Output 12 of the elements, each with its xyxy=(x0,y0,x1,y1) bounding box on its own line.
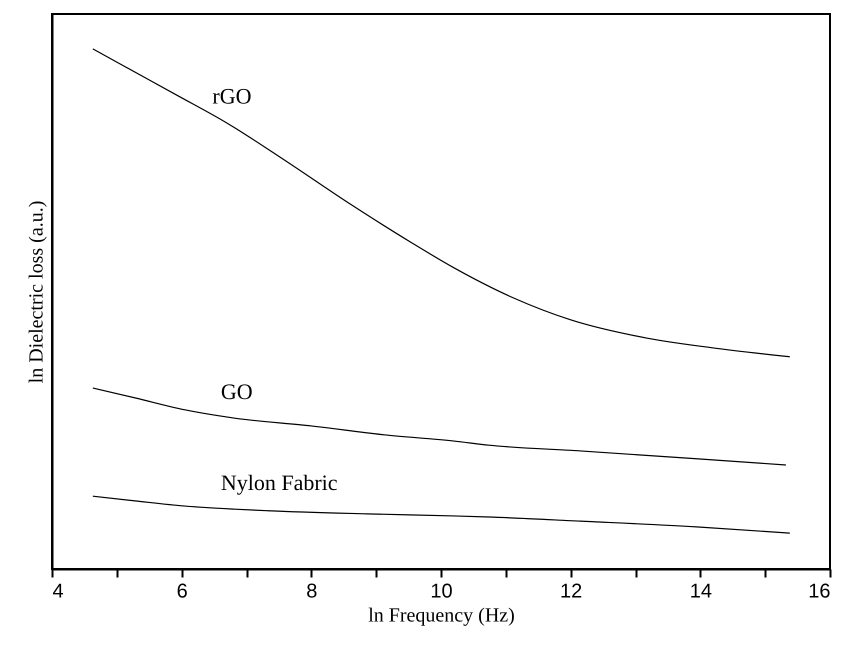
x-tick-label: 4 xyxy=(52,580,64,602)
x-tick-label: 8 xyxy=(306,580,318,602)
x-tick-label: 6 xyxy=(176,580,188,602)
x-tick-label: 16 xyxy=(808,580,830,602)
y-axis-title: ln Dielectric loss (a.u.) xyxy=(26,200,48,384)
x-tick-label: 10 xyxy=(430,580,453,602)
series-label: Nylon Fabric xyxy=(220,470,338,496)
x-axis-title: ln Frequency (Hz) xyxy=(368,604,515,626)
series-label: rGO xyxy=(212,84,252,109)
x-tick-label: 12 xyxy=(560,580,582,602)
x-tick-label: 14 xyxy=(690,580,712,602)
series-label: GO xyxy=(220,379,253,404)
